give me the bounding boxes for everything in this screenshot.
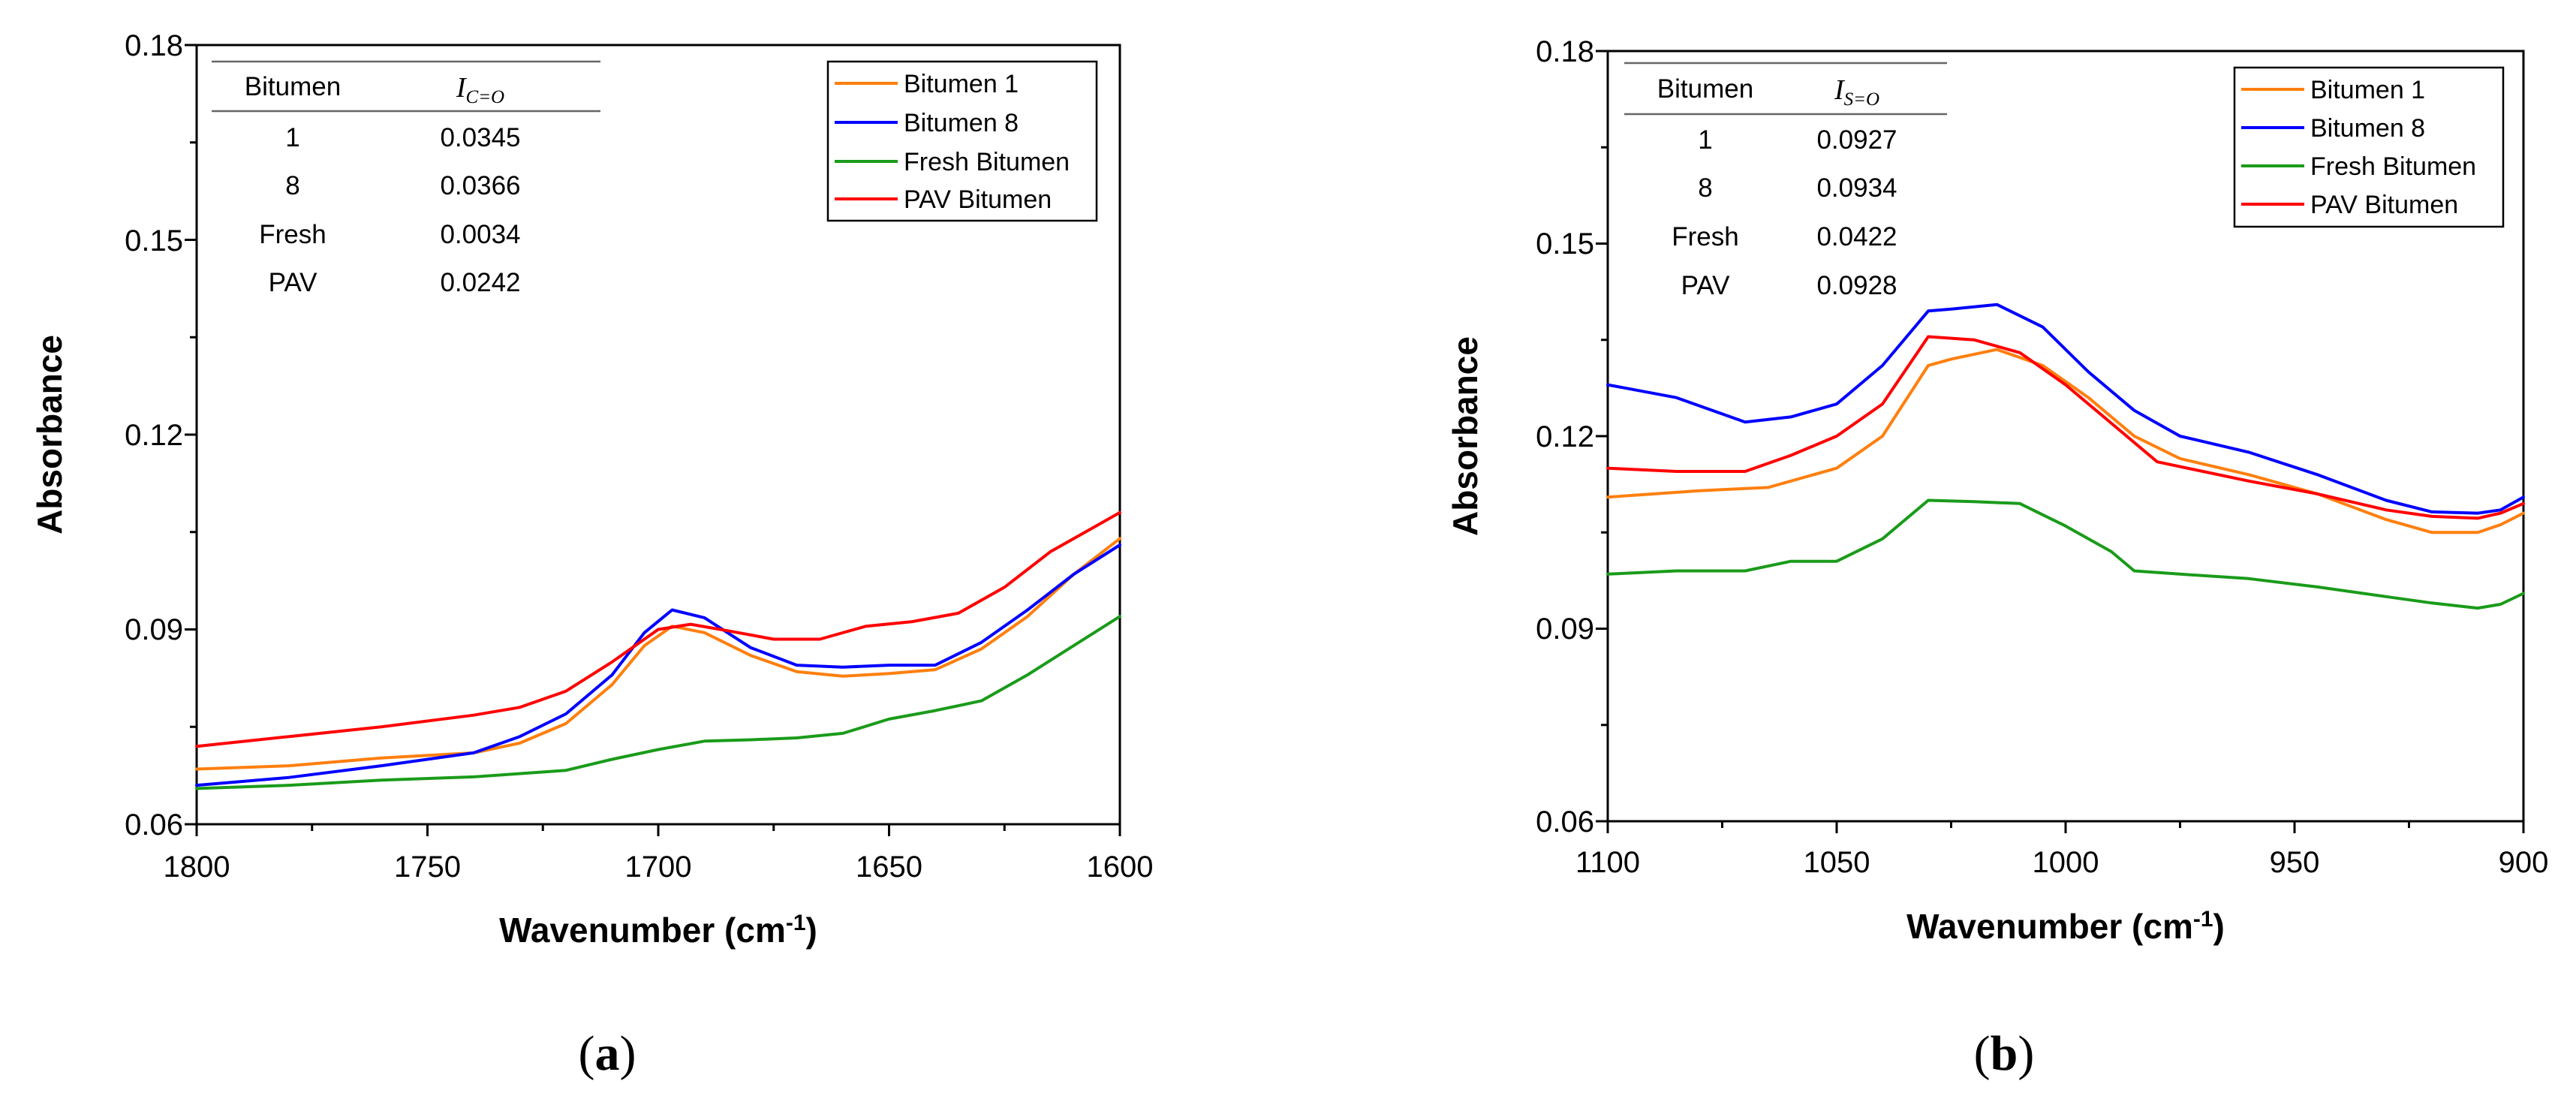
table-cell-value: 0.0242	[440, 268, 520, 297]
panel-label-b: (b)	[1974, 1026, 2035, 1081]
series-line-bitumen-8	[1606, 303, 2525, 515]
x-tick-label: 900	[2499, 846, 2549, 879]
series-line-bitumen-1	[195, 537, 1121, 771]
series-line-fresh-bitumen	[1606, 498, 2525, 610]
legend-label: PAV Bitumen	[904, 185, 1052, 214]
x-tick-label: 1700	[625, 851, 692, 884]
y-tick-label: 0.18	[125, 29, 183, 62]
series-group-b	[1606, 303, 2525, 610]
x-axis-title-a: Wavenumber (cm-1)	[499, 911, 817, 950]
series-line-pav-bitumen	[195, 510, 1121, 748]
legend-a: Bitumen 1 Bitumen 8 Fresh Bitumen PAV Bi…	[826, 60, 1098, 222]
y-tick-label: 0.12	[125, 419, 183, 452]
table-cell-value: 0.0422	[1816, 222, 1897, 251]
legend-label: Bitumen 8	[904, 109, 1019, 137]
panel-label-a: (a)	[579, 1026, 636, 1081]
series-line-fresh-bitumen	[195, 615, 1121, 790]
panel-a: 1800 1750 1700 1650 1600 0.06 0.09 0.12 …	[30, 29, 1153, 1081]
table-cell-value: 0.0366	[440, 171, 520, 200]
table-cell-value: 0.0345	[440, 123, 520, 152]
table-cell-name: Fresh	[1672, 222, 1738, 251]
y-tick-label: 0.06	[125, 808, 183, 842]
x-tick-label: 1800	[164, 851, 230, 884]
y-tick-label: 0.15	[125, 224, 183, 257]
x-tick-label: 1050	[1804, 846, 1870, 879]
panel-b: 1100 1050 1000 950 900 0.06 0.09 0.12 0.…	[1446, 35, 2548, 1081]
series-line-bitumen-1	[1606, 348, 2525, 534]
y-tick-label: 0.09	[1536, 613, 1594, 646]
y-axis-title-a: Absorbance	[30, 335, 69, 534]
legend-label: Fresh Bitumen	[904, 148, 1070, 176]
table-cell-value: 0.0934	[1816, 173, 1897, 203]
legend-label: Bitumen 1	[2310, 76, 2425, 104]
x-tick-label: 1750	[394, 851, 461, 884]
x-tick-label: 1600	[1087, 851, 1154, 884]
table-cell-name: 8	[1698, 173, 1712, 203]
inset-table-a: Bitumen IC=O 1 0.0345 8 0.0366 Fresh 0.0…	[212, 60, 600, 297]
y-tick-label: 0.18	[1536, 35, 1594, 68]
table-cell-name: PAV	[269, 268, 317, 297]
legend-box	[2233, 66, 2505, 228]
legend-label: Fresh Bitumen	[2310, 152, 2476, 181]
y-axis-title-b: Absorbance	[1446, 336, 1485, 536]
table-cell-name: 1	[1698, 125, 1712, 155]
x-tick-label: 1000	[2033, 846, 2099, 879]
legend-box	[826, 60, 1098, 222]
table-header-bitumen: Bitumen	[245, 72, 341, 101]
table-header-index: IS=O	[1834, 74, 1879, 110]
table-cell-name: 8	[285, 171, 299, 200]
legend-label: PAV Bitumen	[2310, 191, 2458, 219]
x-tick-label: 1650	[856, 851, 922, 884]
axis-ticks-a	[185, 44, 1121, 836]
table-header-bitumen: Bitumen	[1657, 74, 1753, 104]
table-cell-value: 0.0034	[440, 220, 520, 249]
x-tick-label: 950	[2270, 846, 2320, 879]
axis-ticks-b	[1596, 50, 2525, 833]
y-tick-label: 0.09	[125, 613, 183, 646]
table-cell-value: 0.0928	[1816, 271, 1897, 300]
legend-label: Bitumen 8	[2310, 114, 2425, 143]
table-header-index: IC=O	[456, 72, 504, 107]
legend-b: Bitumen 1 Bitumen 8 Fresh Bitumen PAV Bi…	[2233, 66, 2505, 228]
table-cell-name: Fresh	[259, 220, 326, 249]
y-tick-label: 0.15	[1536, 227, 1594, 260]
legend-label: Bitumen 1	[904, 70, 1019, 98]
inset-table-b: Bitumen IS=O 1 0.0927 8 0.0934 Fresh 0.0…	[1624, 62, 1947, 300]
y-tick-label: 0.06	[1536, 805, 1594, 839]
series-group-a	[195, 510, 1121, 790]
y-tick-label: 0.12	[1536, 420, 1594, 453]
x-axis-title-b: Wavenumber (cm-1)	[1906, 907, 2225, 946]
series-line-pav-bitumen	[1606, 335, 2525, 520]
series-line-bitumen-8	[195, 543, 1121, 787]
table-cell-name: 1	[285, 123, 299, 152]
table-cell-value: 0.0927	[1816, 125, 1897, 155]
x-tick-label: 1100	[1575, 846, 1640, 879]
table-cell-name: PAV	[1681, 271, 1730, 300]
